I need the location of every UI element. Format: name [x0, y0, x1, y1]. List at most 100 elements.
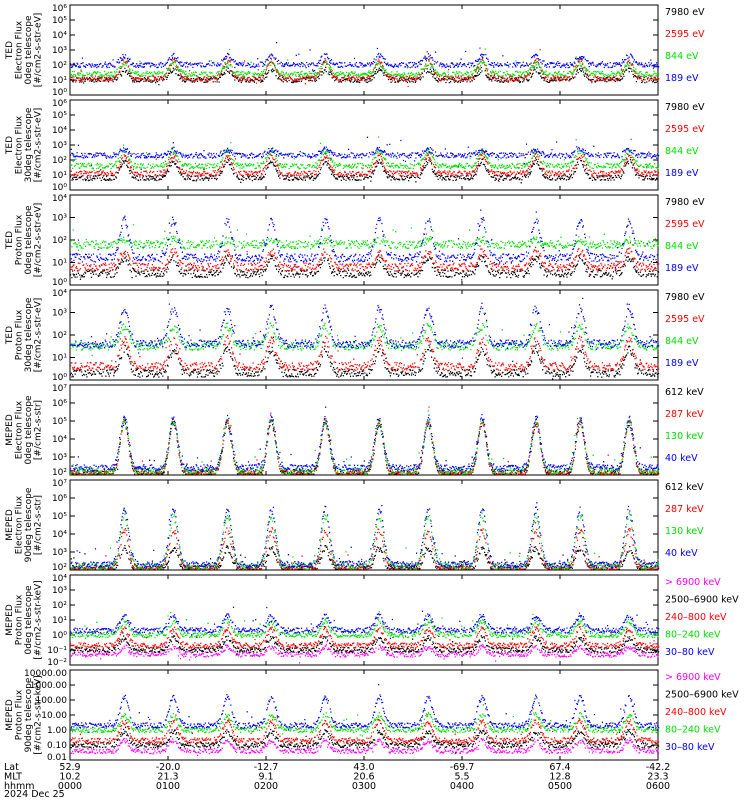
- panel-2: 10⁶ 10⁵ 10⁴ 10³ 10² 10¹ 10⁰ TED Electron Flux 30d…: [5, 99, 705, 193]
- y-tick-label: 10⁵: [52, 512, 67, 522]
- series-2595-ev: [70, 335, 660, 373]
- x-row-label: Lat: [4, 762, 19, 773]
- y-tick-label: 10⁶: [52, 494, 67, 504]
- legend-entry: 2500–6900 keV: [665, 690, 739, 701]
- y-tick-label: 10³: [52, 453, 67, 463]
- y-axis-label: MEPED: [5, 509, 15, 541]
- y-tick-label: 10²: [52, 156, 67, 166]
- y-axis-label: Electron Flux: [15, 495, 25, 554]
- series-40-kev: [70, 502, 659, 569]
- y-axis-label: [#/cm2-s-str-keV]: [34, 675, 44, 754]
- legend-entry: 844 eV: [665, 336, 699, 347]
- y-tick-label: 10⁶: [52, 99, 67, 109]
- x-row-value: -12.7: [254, 762, 279, 773]
- series-189-ev: [70, 42, 660, 72]
- y-tick-label: 10⁰: [52, 183, 67, 193]
- series--6900-kev: [70, 632, 660, 664]
- y-tick-label: 10⁴: [52, 31, 67, 41]
- series-group: [70, 42, 660, 88]
- y-tick-label: 10⁴: [52, 289, 67, 299]
- y-tick-label: 10²: [52, 468, 67, 478]
- legend-entry: 80–240 keV: [665, 630, 721, 641]
- legend-entry: 7980 eV: [665, 292, 705, 303]
- y-tick-label: 10⁴: [52, 574, 67, 584]
- legend-entry: 2595 eV: [665, 124, 705, 135]
- legend-entry: 30–80 keV: [665, 647, 715, 658]
- legend-entry: 7980 eV: [665, 197, 705, 208]
- x-row-value: -69.7: [450, 762, 475, 773]
- y-axis-label: 0deg telescope: [24, 585, 34, 655]
- y-axis-label: Electron Flux: [15, 115, 25, 174]
- y-tick-label: 100.00: [36, 696, 68, 706]
- series-7980-ev: [70, 157, 659, 184]
- series-844-ev: [70, 48, 660, 83]
- legend-entry: 844 eV: [665, 51, 699, 62]
- y-tick-label: 10.00: [41, 711, 67, 721]
- series-group: [70, 606, 660, 664]
- legend-entry: 240–800 keV: [665, 707, 727, 718]
- series-844-ev: [70, 136, 660, 174]
- x-row-value: 10.2: [59, 772, 80, 783]
- y-axis-label: 90deg telescope: [24, 487, 34, 562]
- panel-frame: [69, 479, 659, 571]
- y-axis-label: [#/cm2-s-str-eV]: [34, 203, 44, 278]
- y-tick-label: 10⁷: [52, 384, 67, 394]
- y-tick-label: 10⁶: [52, 4, 67, 14]
- y-tick-label: 10³: [52, 46, 67, 56]
- y-tick-label: 10⁰: [52, 278, 67, 288]
- legend-entry: 40 keV: [665, 453, 698, 464]
- y-tick-label: 10⁴: [52, 126, 67, 136]
- legend-entry: 844 eV: [665, 146, 699, 157]
- y-axis-label: [#/cm2-s-str-keV]: [34, 580, 44, 659]
- y-tick-label: 10³: [52, 309, 67, 319]
- legend-entry: 240–800 keV: [665, 612, 727, 623]
- y-tick-label: 1000.00: [30, 681, 67, 691]
- series-7980-ev: [70, 335, 660, 380]
- y-axis-label: [#/cm2-s-str-eV]: [34, 298, 44, 373]
- legend-entry: 287 keV: [665, 504, 704, 515]
- y-tick-label: 10⁵: [52, 16, 67, 26]
- series-group: [70, 297, 660, 380]
- y-axis-label: [#/cm2-s-str-eV]: [34, 13, 44, 88]
- legend-entry: 7980 eV: [665, 102, 705, 113]
- legend-entry: 2595 eV: [665, 314, 705, 325]
- y-tick-label: 10³: [52, 214, 67, 224]
- y-axis-label: Electron Flux: [15, 20, 25, 79]
- series-844-ev: [70, 311, 660, 357]
- series-189-ev: [70, 136, 660, 165]
- x-row-label: hhmm: [4, 781, 35, 792]
- x-row-value: 23.3: [647, 772, 668, 783]
- x-row-value: 12.8: [549, 772, 570, 783]
- panel-5: 10⁷ 10⁶ 10⁵ 10⁴ 10³ 10² MEPED Electron Flux 0deg…: [5, 384, 704, 478]
- y-tick-label: 10³: [52, 548, 67, 558]
- series-2595-ev: [70, 138, 660, 183]
- series--6900-kev: [70, 728, 660, 757]
- y-tick-label: 10⁴: [52, 530, 67, 540]
- series-30-80-kev: [70, 683, 660, 733]
- y-tick-label: 10⁰: [52, 88, 67, 98]
- y-tick-label: 0.10: [47, 741, 67, 751]
- y-axis-label: TED: [5, 41, 15, 60]
- y-axis-label: TED: [5, 136, 15, 155]
- series-240-800-kev: [70, 624, 660, 655]
- y-tick-label: 10¹: [52, 76, 67, 86]
- y-tick-label: 10³: [52, 141, 67, 151]
- legend-entry: 612 keV: [665, 482, 704, 493]
- y-tick-label: 10⁴: [52, 435, 67, 445]
- x-row-value: 0300: [352, 781, 376, 792]
- legend-entry: 2595 eV: [665, 29, 705, 40]
- date-label: 2024 Dec 25: [4, 789, 65, 800]
- y-tick-label: 1.00: [47, 726, 67, 736]
- series-group: [70, 136, 660, 184]
- legend-entry: > 6900 keV: [665, 577, 721, 588]
- x-row-value: 0400: [450, 781, 474, 792]
- series-844-ev: [70, 224, 660, 254]
- series-130-kev: [70, 507, 660, 570]
- series-group: [70, 502, 660, 570]
- legend-entry: 612 keV: [665, 387, 704, 398]
- x-row-value: 43.0: [353, 762, 374, 773]
- y-tick-label: 10²: [52, 236, 67, 246]
- panel-frame: [69, 194, 659, 286]
- legend-entry: 130 keV: [665, 431, 704, 442]
- series-189-ev: [70, 297, 660, 354]
